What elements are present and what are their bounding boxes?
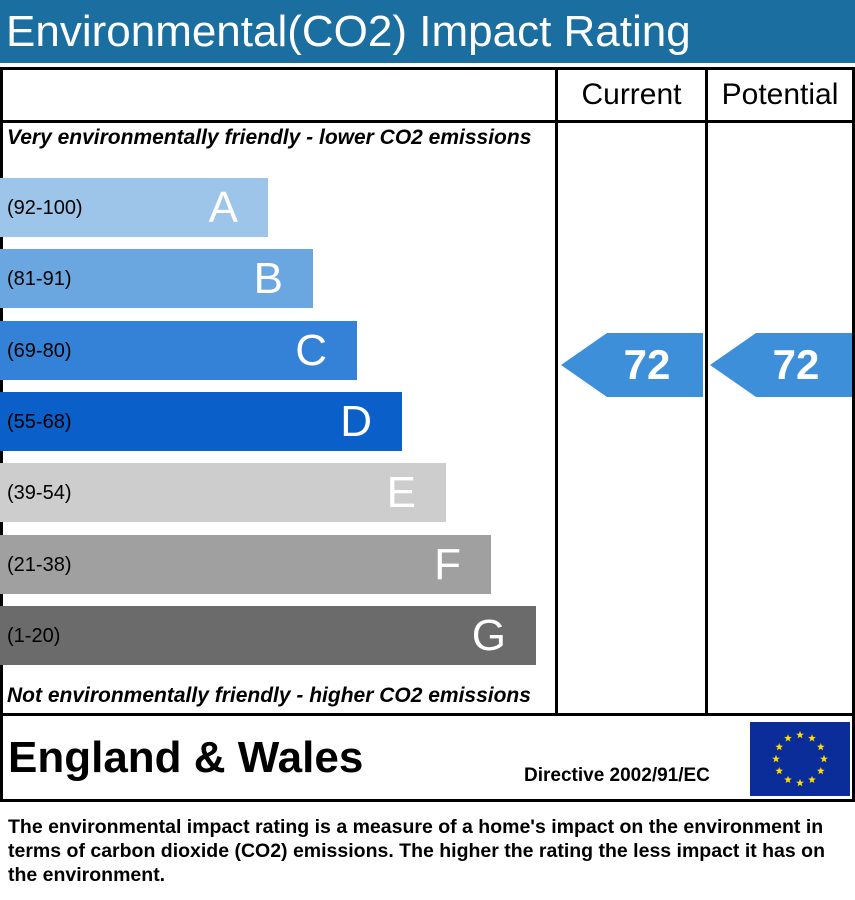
arrow-shape [561,333,703,397]
frame-right [852,67,855,802]
band-range-label: (55-68) [7,411,72,433]
eu-star [796,731,804,739]
eu-star [775,743,784,751]
current-rating-value: 72 [623,341,671,388]
rating-band-b: (81-91) B [0,249,313,308]
frame-bottom [0,799,855,802]
column-divider-2 [705,67,708,715]
band-letter: B [253,254,283,303]
rating-band-e: (39-54) E [0,463,446,522]
eu-star [796,779,804,787]
potential-column-header: Potential [721,78,839,111]
eu-star [820,755,828,763]
eu-star [784,734,792,742]
eu-star [808,775,816,784]
band-letter: G [471,611,506,660]
band-range-label: (81-91) [7,268,72,290]
top-caption: Very environmentally friendly - lower CO… [7,126,532,149]
band-range-label: (69-80) [7,340,72,362]
bottom-caption: Not environmentally friendly - higher CO… [7,684,531,707]
chart-bottom-rule [0,713,855,716]
eu-star [816,767,825,775]
header-divider [0,120,855,123]
rating-band-a: (92-100) A [0,178,268,237]
column-divider-1 [555,67,558,715]
band-range-label: (21-38) [7,554,72,576]
eu-star [784,775,792,784]
band-letter: D [340,397,372,446]
band-range-label: (92-100) [7,197,83,219]
eu-flag-icon [750,722,850,796]
rating-band-d: (55-68) D [0,392,402,451]
region-label: England & Wales [8,733,364,782]
band-letter: F [434,540,461,589]
eu-star [772,755,780,763]
potential-rating-value: 72 [772,341,820,388]
eu-star [808,734,816,742]
arrow-shape [710,333,852,397]
band-letter: C [295,326,327,375]
band-letter: E [386,468,416,517]
eu-star [816,743,825,751]
rating-band-g: (1-20) G [0,606,536,665]
band-range-label: (39-54) [7,482,72,504]
footer-description: The environmental impact rating is a mea… [8,816,825,886]
current-column-header: Current [581,78,682,111]
band-letter: A [208,183,238,232]
frame-top [0,67,855,70]
rating-band-c: (69-80) C [0,321,357,380]
rating-band-f: (21-38) F [0,535,491,594]
current-rating-arrow: 72 [561,333,703,397]
eu-star [775,767,784,775]
page-title: Environmental(CO2) Impact Rating [0,0,855,63]
potential-rating-arrow: 72 [710,333,852,397]
directive-label: Directive 2002/91/EC [524,765,710,786]
band-range-label: (1-20) [7,625,61,647]
